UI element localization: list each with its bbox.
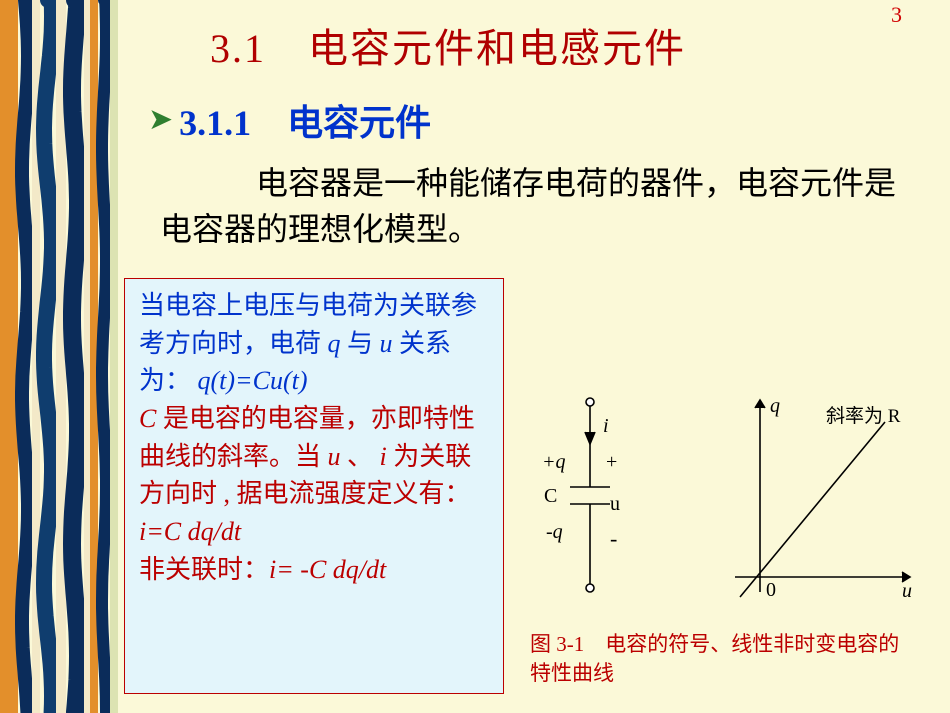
slope-label: 斜率为 R — [826, 405, 901, 427]
equation-3: i= -C dq/dt — [269, 555, 386, 584]
label-i: i — [603, 415, 609, 437]
subtitle: 3.1.1 电容元件 — [179, 94, 431, 146]
label-plus-q: +q — [542, 451, 566, 473]
label-u: u — [610, 493, 620, 515]
slide: 3 3.1 电容元件和电感元件 ➤ 3.1.1 电容元件 电容器是一种能储存电荷… — [0, 0, 950, 713]
subtitle-row: ➤ 3.1.1 电容元件 — [148, 94, 431, 146]
intro-text: 电容器是一种能储存电荷的器件，电容元件是电容器的理想化模型。 — [160, 160, 910, 253]
equation-1: q(t)=Cu(t) — [191, 366, 307, 395]
label-minus: - — [610, 526, 617, 551]
axis-q: q — [770, 395, 780, 417]
equation-2: i=C dq/dt — [139, 517, 241, 546]
page-title: 3.1 电容元件和电感元件 — [210, 16, 686, 74]
left-decoration-stripes — [0, 0, 118, 713]
var-C: C — [139, 404, 156, 433]
capacitor-diagram: i +q + C u -q - q u 0 斜率为 R — [530, 392, 920, 607]
figure-caption: 图 3-1 电容的符号、线性非时变电容的特性曲线 — [530, 630, 920, 689]
box-text-6: 非关联时： — [139, 555, 269, 584]
page-number: 3 — [891, 2, 902, 28]
theory-box: 当电容上电压与电荷为关联参考方向时，电荷 q 与 u 关系为： q(t)=Cu(… — [124, 278, 504, 694]
axis-u: u — [902, 580, 912, 602]
comma-sep: 、 — [341, 442, 380, 471]
label-C: C — [544, 485, 557, 507]
chevron-right-icon: ➤ — [148, 105, 173, 135]
var-u2: u — [328, 442, 341, 471]
var-i: i — [380, 442, 387, 471]
label-minus-q: -q — [546, 521, 563, 543]
box-text-2: 与 — [341, 329, 380, 358]
var-q: q — [328, 329, 341, 358]
origin-label: 0 — [766, 579, 776, 601]
var-u: u — [380, 329, 393, 358]
label-plus: + — [606, 451, 617, 473]
